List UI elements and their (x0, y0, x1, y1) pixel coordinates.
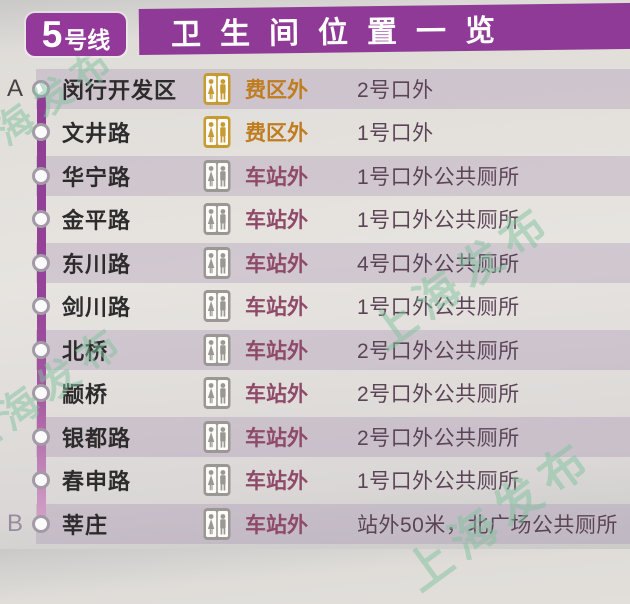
zone-label: 车站外 (245, 383, 308, 407)
station-marker (32, 297, 50, 316)
page-title: 卫生间位置一览 (138, 2, 630, 55)
toilet-location-detail: 4号口外公共厕所 (357, 252, 520, 276)
station-name: 东川路 (62, 251, 132, 277)
station-marker (32, 166, 50, 185)
terminus-label: A (6, 74, 23, 102)
station-marker (32, 210, 50, 229)
toilet-location-detail: 1号口外 (357, 122, 434, 146)
toilet-location-detail: 2号口外 (357, 78, 434, 102)
restroom-icon (203, 203, 231, 236)
restroom-icon (203, 72, 231, 105)
zone-label: 车站外 (245, 426, 308, 450)
station-marker (32, 340, 50, 359)
toilet-location-detail: 1号口外公共厕所 (357, 209, 520, 233)
station-name: 闵行开发区 (62, 77, 178, 103)
restroom-icon (203, 246, 231, 279)
toilet-location-detail: 1号口外公共厕所 (357, 296, 520, 320)
restroom-icon (203, 377, 231, 410)
restroom-icon (203, 464, 231, 497)
station-marker (32, 384, 50, 403)
zone-label: 车站外 (245, 296, 308, 320)
table-row: 北桥 车站外 2号口外公共厕所 (0, 328, 630, 372)
station-name: 文井路 (62, 121, 132, 147)
toilet-location-detail: 1号口外公共厕所 (357, 165, 520, 189)
station-marker (32, 427, 50, 446)
toilet-location-detail: 站外50米，北广场公共厕所 (357, 513, 618, 537)
line-suffix: 号线 (64, 27, 111, 53)
station-name: 春申路 (62, 469, 132, 495)
zone-label: 车站外 (245, 209, 308, 233)
station-marker (32, 471, 50, 490)
zone-label: 费区外 (245, 122, 308, 146)
table-row: 剑川路 车站外 1号口外公共厕所 (0, 285, 630, 329)
station-marker (32, 79, 50, 98)
station-marker (32, 253, 50, 272)
station-marker (32, 123, 50, 142)
table-row: 银都路 车站外 2号口外公共厕所 (0, 415, 630, 459)
zone-label: 车站外 (245, 470, 308, 494)
line-5-badge: 5 号线 (26, 13, 126, 56)
toilet-location-detail: 1号口外公共厕所 (357, 470, 520, 494)
station-name: 剑川路 (62, 295, 132, 321)
restroom-icon (203, 290, 231, 323)
station-name: 银都路 (62, 425, 132, 451)
line-number: 5 (41, 14, 63, 55)
station-name: 北桥 (62, 338, 109, 364)
zone-label: 车站外 (245, 252, 308, 276)
toilet-location-detail: 2号口外公共厕所 (357, 383, 520, 407)
table-row: 春申路 车站外 1号口外公共厕所 (0, 459, 630, 503)
zone-label: 车站外 (245, 339, 308, 363)
station-marker (32, 514, 50, 533)
restroom-icon (203, 333, 231, 366)
restroom-icon (203, 159, 231, 192)
table-row: 东川路 车站外 4号口外公共厕所 (0, 241, 630, 285)
zone-label: 车站外 (245, 513, 308, 537)
table-row: 文井路 费区外 1号口外 (0, 111, 630, 155)
toilet-location-detail: 2号口外公共厕所 (357, 426, 520, 450)
toilet-location-detail: 2号口外公共厕所 (357, 339, 520, 363)
zone-label: 费区外 (245, 78, 308, 102)
table-row: B 莘庄 车站外 站外50米，北广场公共厕所 (0, 502, 630, 546)
table-row: A 闵行开发区 费区外 2号口外 (0, 67, 630, 111)
table-row: 华宁路 车站外 1号口外公共厕所 (0, 154, 630, 198)
station-name: 颛桥 (62, 382, 109, 408)
station-list: A 闵行开发区 费区外 2号口外 文井路 费区外 1号口外 华宁路 车站外 1号… (0, 67, 630, 546)
restroom-icon (203, 116, 231, 149)
zone-label: 车站外 (245, 165, 308, 189)
table-row: 颛桥 车站外 2号口外公共厕所 (0, 372, 630, 416)
station-name: 莘庄 (62, 512, 109, 538)
station-name: 华宁路 (62, 164, 132, 190)
restroom-icon (203, 507, 231, 540)
station-name: 金平路 (62, 208, 132, 234)
restroom-icon (203, 420, 231, 453)
terminus-label: B (6, 509, 23, 537)
table-row: 金平路 车站外 1号口外公共厕所 (0, 198, 630, 242)
